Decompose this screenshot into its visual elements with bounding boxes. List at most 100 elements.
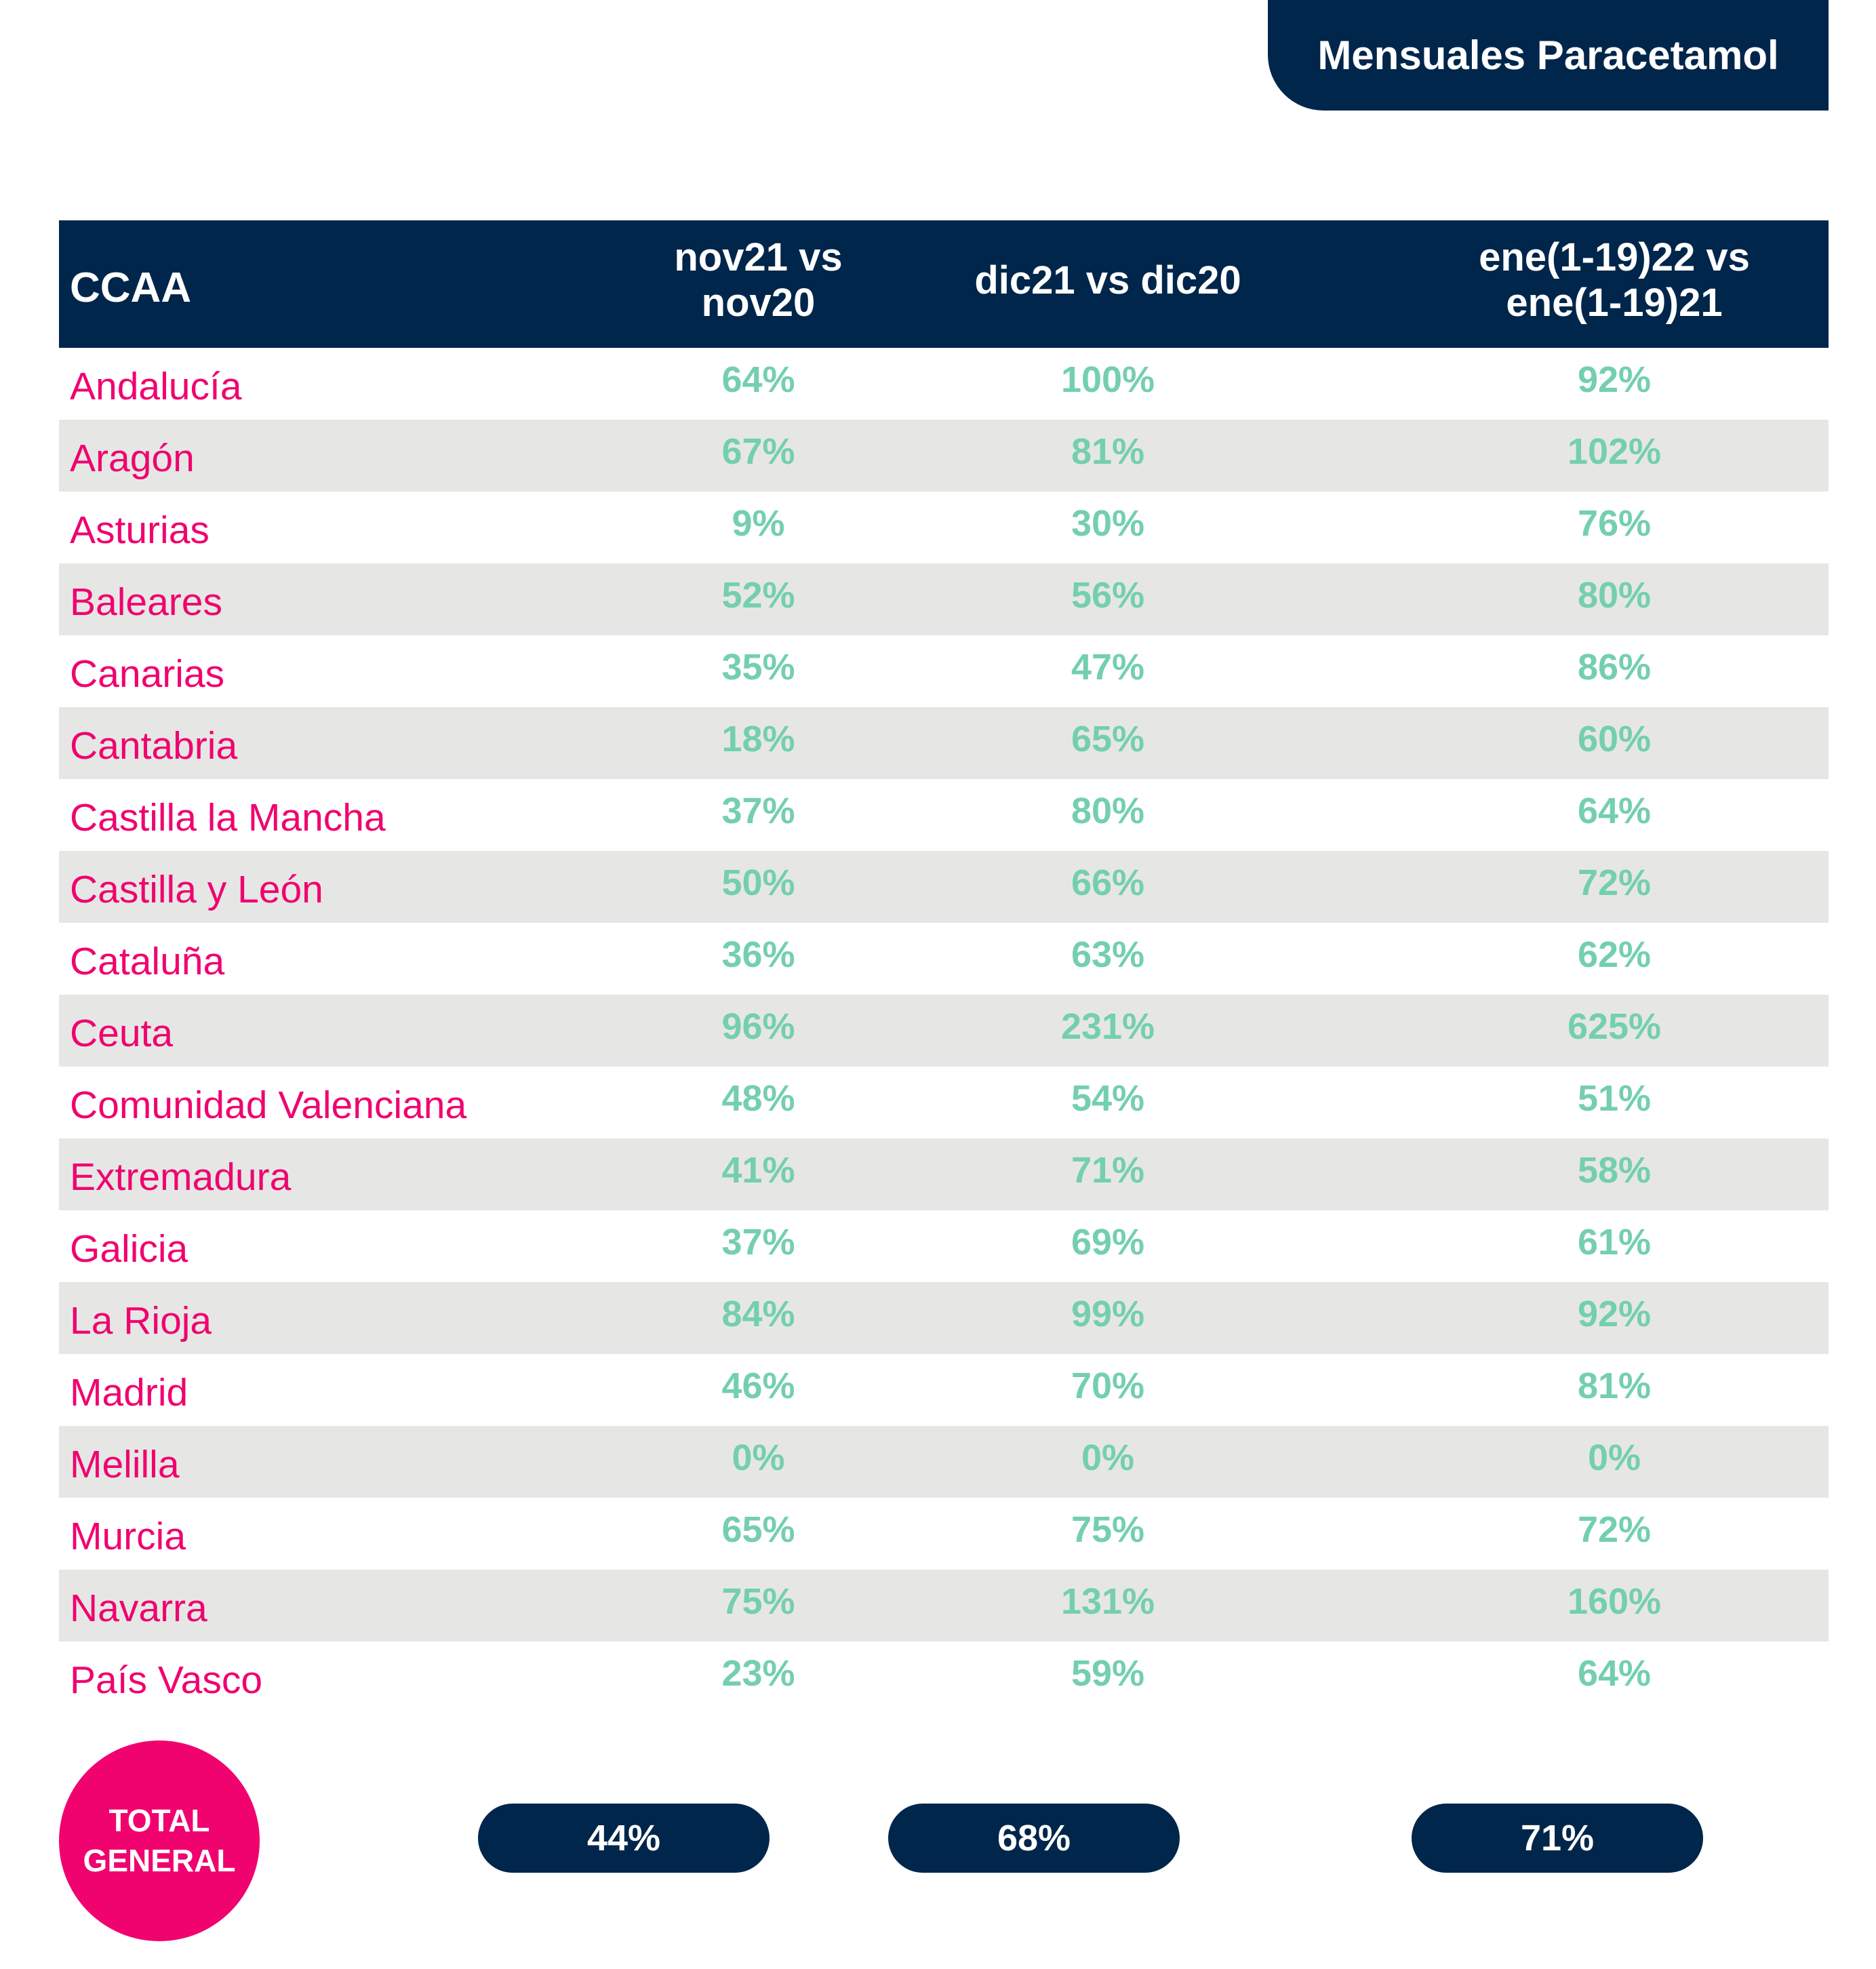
total-ene-pill: 71% xyxy=(1412,1804,1703,1873)
dic-value: 0% xyxy=(1081,1437,1135,1478)
total-general-badge: TOTAL GENERAL xyxy=(59,1741,260,1941)
ccaa-cell: País Vasco xyxy=(70,1658,263,1702)
nov-value: 41% xyxy=(721,1150,795,1191)
table-row: Andalucía 64% 100% 92% xyxy=(59,348,1829,420)
dic-value: 231% xyxy=(1060,1006,1155,1047)
ene-value: 86% xyxy=(1577,647,1652,688)
dic-value: 63% xyxy=(1071,934,1145,975)
table-row: Melilla 0% 0% 0% xyxy=(59,1426,1829,1498)
table-row: Cantabria 18% 65% 60% xyxy=(59,707,1829,779)
table-body: Andalucía 64% 100% 92% Aragón 67% 81% 102% Astur… xyxy=(59,348,1829,1713)
ccaa-cell: La Rioja xyxy=(70,1299,212,1342)
table-row: Cataluña 36% 63% 62% xyxy=(59,923,1829,995)
ccaa-cell: Castilla la Mancha xyxy=(70,796,386,839)
ccaa-cell: Aragón xyxy=(70,437,195,480)
ene-value: 51% xyxy=(1577,1078,1652,1119)
ccaa-cell: Cantabria xyxy=(70,724,238,768)
ccaa-cell: Extremadura xyxy=(70,1155,292,1199)
nov-value: 48% xyxy=(721,1078,795,1119)
ene-value: 102% xyxy=(1567,431,1662,472)
data-table: CCAA nov21 vs nov20 dic21 vs dic20 ene(1… xyxy=(59,220,1829,1713)
ccaa-cell: Ceuta xyxy=(70,1012,174,1055)
nov-value: 65% xyxy=(721,1509,795,1550)
table-row: Galicia 37% 69% 61% xyxy=(59,1210,1829,1282)
ccaa-cell: Murcia xyxy=(70,1515,186,1558)
table-row: Comunidad Valenciana 48% 54% 51% xyxy=(59,1067,1829,1138)
ccaa-cell: Andalucía xyxy=(70,365,242,408)
ccaa-cell: Baleares xyxy=(70,580,222,624)
ene-value: 62% xyxy=(1577,934,1652,975)
table-row: Navarra 75% 131% 160% xyxy=(59,1570,1829,1642)
ccaa-cell: Asturias xyxy=(70,509,209,552)
nov-value: 37% xyxy=(721,791,795,831)
ccaa-cell: Canarias xyxy=(70,652,225,696)
dic-value: 71% xyxy=(1071,1150,1145,1191)
chart-title: Mensuales Paracetamol xyxy=(1268,0,1829,111)
nov-value: 52% xyxy=(721,575,795,616)
ene-value: 81% xyxy=(1577,1366,1652,1406)
nov-value: 9% xyxy=(732,503,785,544)
dic-value: 65% xyxy=(1071,719,1145,759)
nov-value: 46% xyxy=(721,1366,795,1406)
ccaa-cell: Cataluña xyxy=(70,940,225,983)
table-row: País Vasco 23% 59% 64% xyxy=(59,1642,1829,1713)
ccaa-cell: Comunidad Valenciana xyxy=(70,1083,467,1127)
dic-value: 69% xyxy=(1071,1222,1145,1262)
dic-value: 47% xyxy=(1071,647,1145,688)
table-row: Aragón 67% 81% 102% xyxy=(59,420,1829,492)
table-row: Madrid 46% 70% 81% xyxy=(59,1354,1829,1426)
dic-value: 131% xyxy=(1060,1581,1155,1622)
dic-value: 81% xyxy=(1071,431,1145,472)
ene-value: 61% xyxy=(1577,1222,1652,1262)
nov-value: 35% xyxy=(721,647,795,688)
ccaa-cell: Castilla y León xyxy=(70,868,323,911)
table-row: Asturias 9% 30% 76% xyxy=(59,492,1829,563)
ene-value: 160% xyxy=(1567,1581,1662,1622)
table-row: Castilla la Mancha 37% 80% 64% xyxy=(59,779,1829,851)
ene-value: 92% xyxy=(1577,1294,1652,1334)
table-row: Baleares 52% 56% 80% xyxy=(59,563,1829,635)
total-nov-pill: 44% xyxy=(478,1804,770,1873)
header-ene: ene(1-19)22 vs ene(1-19)21 xyxy=(1479,235,1750,325)
dic-value: 66% xyxy=(1071,862,1145,903)
dic-value: 70% xyxy=(1071,1366,1145,1406)
ene-value: 76% xyxy=(1577,503,1652,544)
dic-value: 100% xyxy=(1060,359,1155,400)
ene-value: 64% xyxy=(1577,1653,1652,1694)
ccaa-cell: Melilla xyxy=(70,1443,180,1486)
nov-value: 50% xyxy=(721,862,795,903)
ene-value: 72% xyxy=(1577,1509,1652,1550)
ene-value: 92% xyxy=(1577,359,1652,400)
total-label-line1: TOTAL xyxy=(108,1803,210,1839)
nov-value: 0% xyxy=(732,1437,785,1478)
ene-value: 60% xyxy=(1577,719,1652,759)
nov-value: 96% xyxy=(721,1006,795,1047)
nov-value: 75% xyxy=(721,1581,795,1622)
nov-value: 18% xyxy=(721,719,795,759)
ene-value: 58% xyxy=(1577,1150,1652,1191)
header-ccaa: CCAA xyxy=(70,264,192,311)
nov-value: 36% xyxy=(721,934,795,975)
table-row: Canarias 35% 47% 86% xyxy=(59,635,1829,707)
header-dic: dic21 vs dic20 xyxy=(974,258,1241,302)
ene-value: 0% xyxy=(1587,1437,1641,1478)
dic-value: 30% xyxy=(1071,503,1145,544)
table-row: Castilla y León 50% 66% 72% xyxy=(59,851,1829,923)
dic-value: 80% xyxy=(1071,791,1145,831)
total-label-line2: GENERAL xyxy=(83,1843,236,1878)
header-nov: nov21 vs nov20 xyxy=(674,235,843,325)
dic-value: 59% xyxy=(1071,1653,1145,1694)
table-header: CCAA nov21 vs nov20 dic21 vs dic20 ene(1… xyxy=(59,220,1829,348)
nov-value: 64% xyxy=(721,359,795,400)
ene-value: 72% xyxy=(1577,862,1652,903)
table-row: Extremadura 41% 71% 58% xyxy=(59,1138,1829,1210)
ccaa-cell: Navarra xyxy=(70,1587,207,1630)
ene-value: 64% xyxy=(1577,791,1652,831)
dic-value: 56% xyxy=(1071,575,1145,616)
nov-value: 37% xyxy=(721,1222,795,1262)
nov-value: 67% xyxy=(721,431,795,472)
dic-value: 75% xyxy=(1071,1509,1145,1550)
ene-value: 80% xyxy=(1577,575,1652,616)
dic-value: 54% xyxy=(1071,1078,1145,1119)
ccaa-cell: Madrid xyxy=(70,1371,188,1414)
